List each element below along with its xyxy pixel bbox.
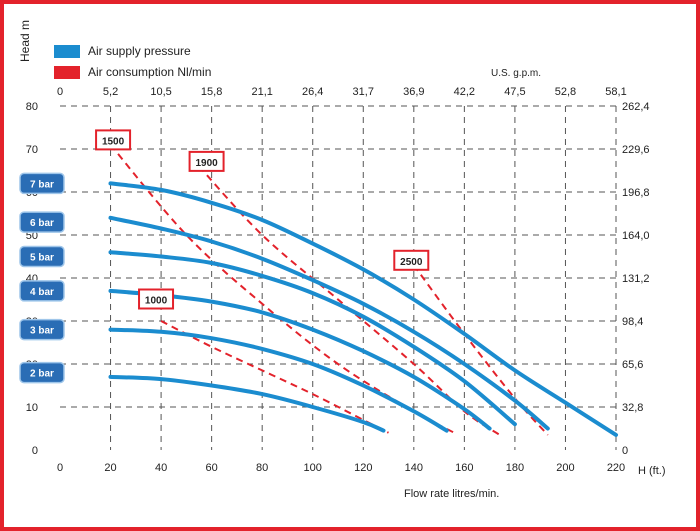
right-tick-label: 65,6 xyxy=(622,359,643,371)
top-tick-label: 26,4 xyxy=(302,86,323,98)
consumption-tag-text: 2500 xyxy=(400,257,423,268)
pressure-curve-6-bar xyxy=(108,215,550,431)
right-tick-label: 0 xyxy=(622,445,628,457)
x-tick-label: 180 xyxy=(506,462,524,474)
pressure-tag-6-bar xyxy=(19,211,65,233)
right-tick-label: 131,2 xyxy=(622,273,650,285)
top-tick-label: 15,8 xyxy=(201,86,222,98)
pressure-tag-text: 6 bar xyxy=(30,218,54,229)
pressure-tag-text: 3 bar xyxy=(30,326,54,337)
top-tick-label: 36,9 xyxy=(403,86,424,98)
pressure-curve-3-bar xyxy=(108,327,449,433)
right-tick-label: 32,8 xyxy=(622,402,643,414)
pressure-tag-4-bar xyxy=(19,280,65,302)
y-tick-label: 10 xyxy=(26,402,38,414)
pressure-tag-2-bar xyxy=(19,361,65,384)
pressure-curve-5-bar xyxy=(108,250,517,427)
x-tick-label: 0 xyxy=(57,462,63,474)
pressure-tag-text: 2 bar xyxy=(30,369,54,380)
x-tick-label: 120 xyxy=(354,462,372,474)
consumption-tag-2500 xyxy=(393,249,430,271)
right-tick-label: 262,4 xyxy=(622,101,650,113)
x-tick-label: 20 xyxy=(104,462,116,474)
consumption-tag-1900 xyxy=(188,150,225,172)
legend-item-consumption: Air consumption Nl/min xyxy=(54,65,211,79)
top-tick-label: 42,2 xyxy=(454,86,475,98)
consumption-tag-1500 xyxy=(95,129,132,151)
top-tick-label: 58,1 xyxy=(605,86,626,98)
pressure-curve-4-bar xyxy=(108,288,492,431)
pressure-tag-7-bar xyxy=(19,172,65,195)
top-tick-label: 0 xyxy=(57,86,63,98)
right-tick-label: 196,8 xyxy=(622,187,650,199)
top-tick-label: 52,8 xyxy=(555,86,576,98)
x-tick-label: 140 xyxy=(405,462,423,474)
pressure-curve-7-bar xyxy=(108,181,618,437)
consumption-tag-text: 1000 xyxy=(145,296,168,307)
legend-label-pressure: Air supply pressure xyxy=(88,44,191,58)
x-tick-label: 100 xyxy=(304,462,322,474)
top-tick-label: 31,7 xyxy=(353,86,374,98)
y-tick-label: 0 xyxy=(32,445,38,457)
top-tick-label: 47,5 xyxy=(504,86,525,98)
x-tick-label: 220 xyxy=(607,462,625,474)
x-tick-label: 40 xyxy=(155,462,167,474)
pressure-tag-3-bar xyxy=(19,318,65,341)
x-tick-label: 160 xyxy=(455,462,473,474)
top-tick-label: 10,5 xyxy=(150,86,171,98)
x-tick-label: 200 xyxy=(556,462,574,474)
right-tick-label: 98,4 xyxy=(622,316,643,328)
legend-item-pressure: Air supply pressure xyxy=(54,44,191,58)
right-tick-label: 229,6 xyxy=(622,144,650,156)
consumption-line-2500 xyxy=(412,264,549,436)
top-axis-title: U.S. g.p.m. xyxy=(491,68,542,79)
top-tick-label: 21,1 xyxy=(251,86,272,98)
pressure-tag-text: 4 bar xyxy=(30,287,54,298)
x-axis-title: Flow rate litres/min. xyxy=(404,488,500,500)
right-tick-label: 164,0 xyxy=(622,230,650,242)
consumption-tag-1000 xyxy=(138,288,175,310)
consumption-tag-text: 1500 xyxy=(102,136,125,147)
pressure-curve-2-bar xyxy=(108,374,386,433)
y-tick-label: 70 xyxy=(26,144,38,156)
legend-swatch-consumption xyxy=(54,65,80,79)
pressure-tag-text: 5 bar xyxy=(30,253,54,264)
legend-swatch-pressure xyxy=(54,44,80,58)
consumption-tag-text: 1900 xyxy=(195,158,218,169)
y-tick-label: 80 xyxy=(26,101,38,113)
legend-label-consumption: Air consumption Nl/min xyxy=(88,65,212,79)
x-tick-label: 80 xyxy=(256,462,268,474)
pump-performance-chart: 0204060801001201401601802002200102030405… xyxy=(19,86,650,474)
pressure-tag-5-bar xyxy=(19,245,65,268)
x-axis-unit: H (ft.) xyxy=(638,465,666,477)
x-tick-label: 60 xyxy=(206,462,218,474)
top-tick-label: 5,2 xyxy=(103,86,118,98)
pressure-tag-text: 7 bar xyxy=(30,179,54,190)
y-tick-label: 50 xyxy=(26,230,38,242)
